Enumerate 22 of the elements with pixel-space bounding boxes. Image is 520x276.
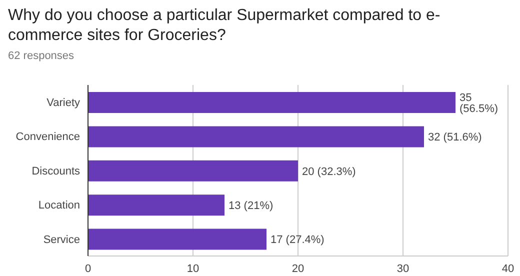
chart-subtitle: 62 responses — [8, 50, 74, 62]
data-label: 35 (56.5%) — [460, 92, 498, 115]
y-tick-label: Convenience — [16, 131, 80, 144]
x-tick-label: 40 — [502, 262, 514, 275]
bar — [88, 92, 456, 113]
data-label: 20 (32.3%) — [302, 166, 356, 178]
y-tick-label: Location — [38, 200, 80, 212]
y-tick-label: Variety — [46, 97, 80, 110]
bar — [88, 160, 298, 182]
bar — [88, 126, 424, 148]
data-label: 13 (21%) — [228, 200, 274, 212]
x-tick-label: 0 — [84, 262, 92, 275]
y-tick-label: Discounts — [32, 165, 80, 178]
x-tick-label: 30 — [396, 262, 410, 275]
data-label: 32 (51.6%) — [428, 132, 482, 144]
bar — [88, 228, 266, 250]
x-tick-label: 20 — [292, 262, 304, 275]
y-tick-label: Service — [43, 234, 80, 246]
bar — [88, 194, 224, 216]
x-tick-label: 10 — [186, 262, 200, 275]
chart-title: Why do you choose a particular Supermarket compared to e-commerce sites for Groceries? — [8, 6, 442, 46]
data-label: 17 (27.4%) — [270, 234, 324, 246]
